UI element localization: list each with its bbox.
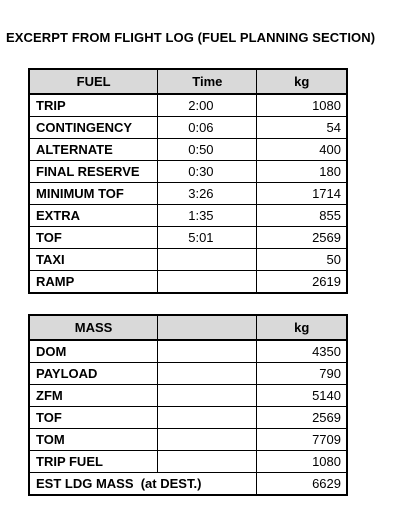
row-kg: 2619 <box>256 270 348 294</box>
row-label: TOF <box>28 226 159 249</box>
row-kg: 2569 <box>256 406 348 429</box>
table-row: MINIMUM TOF 3:26 1714 <box>28 182 348 205</box>
row-blank <box>157 428 258 451</box>
row-time <box>157 270 258 294</box>
row-label: FINAL RESERVE <box>28 160 159 183</box>
row-time <box>157 248 258 271</box>
row-label: DOM <box>28 339 159 363</box>
table-row: ZFM 5140 <box>28 384 348 407</box>
row-time: 1:35 <box>157 204 258 227</box>
table-row: TOM 7709 <box>28 428 348 451</box>
row-label: CONTINGENCY <box>28 116 159 139</box>
mass-table: MASS kg DOM 4350 PAYLOAD 790 ZFM 5140 TO… <box>28 314 348 496</box>
row-kg: 5140 <box>256 384 348 407</box>
table-row: EXTRA 1:35 855 <box>28 204 348 227</box>
table-row: FINAL RESERVE 0:30 180 <box>28 160 348 183</box>
row-kg: 54 <box>256 116 348 139</box>
table-row: EST LDG MASS (at DEST.) 6629 <box>28 472 348 496</box>
row-kg: 400 <box>256 138 348 161</box>
table-row: RAMP 2619 <box>28 270 348 294</box>
row-kg: 1714 <box>256 182 348 205</box>
mass-table-header-row: MASS kg <box>28 314 348 341</box>
row-time: 2:00 <box>157 93 258 117</box>
row-time: 0:50 <box>157 138 258 161</box>
row-blank <box>157 450 258 473</box>
table-row: PAYLOAD 790 <box>28 362 348 385</box>
fuel-column-header: FUEL <box>28 68 159 95</box>
row-blank <box>157 339 258 363</box>
table-row: ALTERNATE 0:50 400 <box>28 138 348 161</box>
row-label: TAXI <box>28 248 159 271</box>
row-label: TRIP FUEL <box>28 450 159 473</box>
row-time: 3:26 <box>157 182 258 205</box>
row-blank <box>157 384 258 407</box>
row-time: 0:30 <box>157 160 258 183</box>
mass-column-header: MASS <box>28 314 159 341</box>
kg-column-header: kg <box>256 68 348 95</box>
time-column-header: Time <box>157 68 258 95</box>
table-row: CONTINGENCY 0:06 54 <box>28 116 348 139</box>
table-row: TOF 2569 <box>28 406 348 429</box>
row-blank <box>157 406 258 429</box>
page-title: EXCERPT FROM FLIGHT LOG (FUEL PLANNING S… <box>6 30 376 45</box>
row-kg: 1080 <box>256 93 348 117</box>
row-kg: 180 <box>256 160 348 183</box>
table-row: TAXI 50 <box>28 248 348 271</box>
row-label: MINIMUM TOF <box>28 182 159 205</box>
row-label: TOM <box>28 428 159 451</box>
row-kg: 1080 <box>256 450 348 473</box>
row-label: EXTRA <box>28 204 159 227</box>
row-kg: 7709 <box>256 428 348 451</box>
row-label: ALTERNATE <box>28 138 159 161</box>
row-label: ZFM <box>28 384 159 407</box>
table-row: DOM 4350 <box>28 339 348 363</box>
fuel-table: FUEL Time kg TRIP 2:00 1080 CONTINGENCY … <box>28 68 348 294</box>
table-row: TOF 5:01 2569 <box>28 226 348 249</box>
row-kg: 790 <box>256 362 348 385</box>
row-label: TOF <box>28 406 159 429</box>
row-time: 0:06 <box>157 116 258 139</box>
table-row: TRIP 2:00 1080 <box>28 93 348 117</box>
row-kg: 4350 <box>256 339 348 363</box>
row-kg: 6629 <box>256 472 348 496</box>
row-kg: 855 <box>256 204 348 227</box>
row-time: 5:01 <box>157 226 258 249</box>
row-label: PAYLOAD <box>28 362 159 385</box>
row-kg: 50 <box>256 248 348 271</box>
blank-column-header <box>157 314 258 341</box>
row-label: TRIP <box>28 93 159 117</box>
fuel-table-header-row: FUEL Time kg <box>28 68 348 95</box>
row-label: EST LDG MASS (at DEST.) <box>28 472 258 496</box>
row-label: RAMP <box>28 270 159 294</box>
kg-column-header: kg <box>256 314 348 341</box>
table-row: TRIP FUEL 1080 <box>28 450 348 473</box>
row-kg: 2569 <box>256 226 348 249</box>
row-blank <box>157 362 258 385</box>
